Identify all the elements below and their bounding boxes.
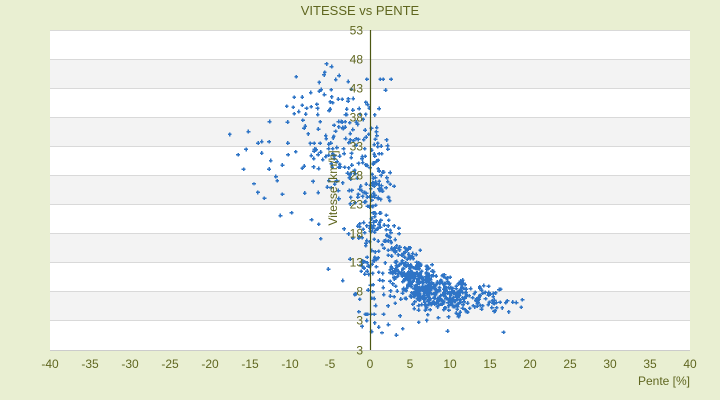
svg-text:53: 53: [350, 24, 364, 38]
svg-text:VITESSE vs PENTE: VITESSE vs PENTE: [301, 3, 420, 18]
svg-text:3: 3: [356, 314, 363, 328]
svg-text:-25: -25: [161, 357, 179, 371]
svg-text:8: 8: [356, 285, 363, 299]
svg-text:Pente [%]: Pente [%]: [638, 374, 690, 388]
svg-text:38: 38: [350, 111, 364, 125]
svg-text:40: 40: [683, 357, 697, 371]
svg-text:30: 30: [603, 357, 617, 371]
svg-text:20: 20: [523, 357, 537, 371]
svg-text:Vitesse [km/h]: Vitesse [km/h]: [326, 150, 340, 225]
svg-text:-5: -5: [325, 357, 336, 371]
svg-text:43: 43: [350, 82, 364, 96]
svg-text:0: 0: [367, 357, 374, 371]
svg-text:-40: -40: [41, 357, 59, 371]
svg-text:33: 33: [350, 140, 364, 154]
svg-text:23: 23: [350, 198, 364, 212]
svg-text:15: 15: [483, 357, 497, 371]
svg-text:10: 10: [443, 357, 457, 371]
svg-text:5: 5: [407, 357, 414, 371]
svg-text:35: 35: [643, 357, 657, 371]
svg-text:28: 28: [350, 169, 364, 183]
svg-text:-35: -35: [81, 357, 99, 371]
svg-text:13: 13: [350, 256, 364, 270]
svg-text:-30: -30: [121, 357, 139, 371]
svg-text:18: 18: [350, 227, 364, 241]
svg-text:48: 48: [350, 53, 364, 67]
svg-text:-15: -15: [241, 357, 259, 371]
svg-text:-20: -20: [201, 357, 219, 371]
svg-text:3: 3: [356, 344, 363, 358]
svg-text:-10: -10: [281, 357, 299, 371]
svg-text:25: 25: [563, 357, 577, 371]
